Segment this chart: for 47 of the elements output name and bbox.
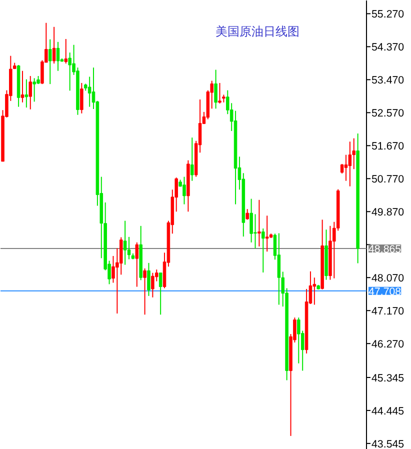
- candlestick: [277, 232, 281, 306]
- candlestick: [24, 78, 28, 108]
- candlestick: [340, 163, 344, 174]
- candlestick: [135, 242, 139, 288]
- candlestick: [119, 236, 123, 276]
- candlestick: [214, 69, 218, 110]
- y-tick-label: 54.370: [372, 42, 404, 54]
- y-tick-label: 45.345: [372, 372, 404, 384]
- y-tick-label: 50.770: [372, 174, 404, 186]
- y-tick-label: 52.570: [372, 108, 404, 120]
- y-tick-label: 46.270: [372, 338, 404, 351]
- candlestick: [158, 272, 162, 316]
- candlestick: [344, 154, 348, 182]
- candlestick: [52, 26, 56, 64]
- candlestick: [56, 41, 60, 72]
- candlestick: [258, 199, 261, 247]
- candlestick: [182, 176, 186, 205]
- candlestick: [265, 215, 269, 252]
- candlestick: [28, 76, 32, 110]
- y-tick-label: 43.545: [372, 438, 404, 449]
- y-tick-label: 48.070: [372, 272, 404, 285]
- candlestick: [250, 198, 253, 243]
- candlestick: [254, 214, 257, 249]
- y-tick-label: 53.470: [372, 74, 404, 87]
- ref-line-label: 47.708: [368, 286, 402, 298]
- candlestick: [20, 70, 24, 103]
- text: 美国原油日线图: [216, 24, 300, 38]
- y-tick-label: 49.870: [372, 206, 404, 219]
- candlestick: [48, 38, 52, 85]
- candlestick: [64, 38, 68, 64]
- y-tick-label: 44.445: [372, 405, 404, 418]
- y-tick-label: 55.270: [372, 8, 404, 21]
- candlestick: [147, 262, 150, 296]
- candlestick: [123, 220, 127, 266]
- candlestick: [32, 78, 36, 102]
- candlestick: [190, 137, 194, 182]
- y-tick-label: 51.670: [372, 140, 404, 153]
- candlestick: [262, 228, 265, 273]
- candlestick: [143, 268, 146, 316]
- candlestick: [80, 82, 84, 114]
- candlestick: [348, 141, 352, 187]
- candlestick: [151, 272, 154, 298]
- candlestick: [218, 82, 222, 104]
- candlestick: [68, 52, 72, 92]
- candlestick: [127, 236, 131, 260]
- ref-line-label: 48.865: [368, 243, 402, 256]
- y-tick-label: 47.170: [372, 306, 404, 318]
